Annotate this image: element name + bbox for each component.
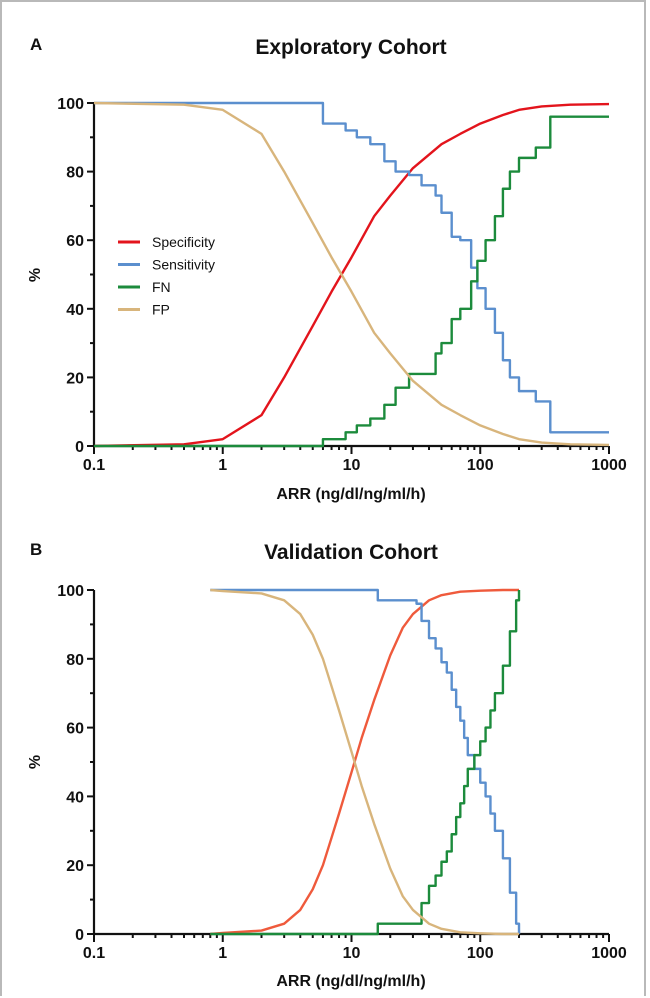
- series-line-sensitivity: [94, 101, 609, 434]
- y-tick-label: 100: [57, 96, 84, 113]
- x-axis-label-a: ARR (ng/dl/ng/ml/h): [276, 486, 425, 503]
- x-tick-label: 1000: [591, 457, 627, 474]
- y-axis-label-b: %: [27, 755, 44, 769]
- y-tick-label: 20: [66, 370, 84, 387]
- x-tick-label: 1000: [591, 945, 627, 962]
- y-tick-label: 80: [66, 652, 84, 669]
- y-tick-label: 100: [57, 583, 84, 600]
- x-tick-label: 1: [218, 945, 227, 962]
- series-line-sensitivity: [210, 588, 521, 934]
- legend-label-specificity: Specificity: [152, 234, 215, 250]
- y-tick-label: 80: [66, 165, 84, 182]
- x-axis-label-b: ARR (ng/dl/ng/ml/h): [276, 973, 425, 990]
- x-tick-label: 0.1: [83, 457, 105, 474]
- x-tick-label: 10: [343, 457, 361, 474]
- legend-label-fp: FP: [152, 302, 170, 318]
- x-tick-label: 100: [467, 945, 494, 962]
- y-tick-label: 40: [66, 302, 84, 319]
- chart-title-a: Exploratory Cohort: [255, 36, 446, 59]
- y-tick-label: 60: [66, 233, 84, 250]
- y-tick-label: 40: [66, 789, 84, 806]
- legend-label-fn: FN: [152, 279, 171, 295]
- series-line-fp: [210, 588, 520, 936]
- series-line-fp: [93, 101, 610, 447]
- y-tick-label: 20: [66, 858, 84, 875]
- y-tick-label: 0: [75, 439, 84, 456]
- series-line-specificity: [210, 588, 520, 936]
- x-tick-label: 1: [218, 457, 227, 474]
- x-tick-label: 10: [343, 945, 361, 962]
- legend-label-sensitivity: Sensitivity: [152, 257, 215, 273]
- series-line-fn: [210, 590, 521, 936]
- panel-label-b: B: [30, 540, 42, 559]
- chart-title-b: Validation Cohort: [264, 541, 438, 564]
- plot-area-a: 0 20 40 60 80 100 0.1 1 10 100 1000 Specificity Sens…: [57, 96, 627, 474]
- y-tick-label: 60: [66, 721, 84, 738]
- x-tick-label: 100: [467, 457, 494, 474]
- series-line-specificity: [93, 102, 610, 448]
- plot-area-b: 0 20 40 60 80 100 0.1 1 10 100 1000: [57, 583, 627, 962]
- y-axis-label-a: %: [27, 268, 44, 282]
- panel-label-a: A: [30, 35, 42, 54]
- x-tick-label: 0.1: [83, 945, 105, 962]
- y-tick-label: 0: [75, 927, 84, 944]
- series-line-fn: [94, 115, 609, 448]
